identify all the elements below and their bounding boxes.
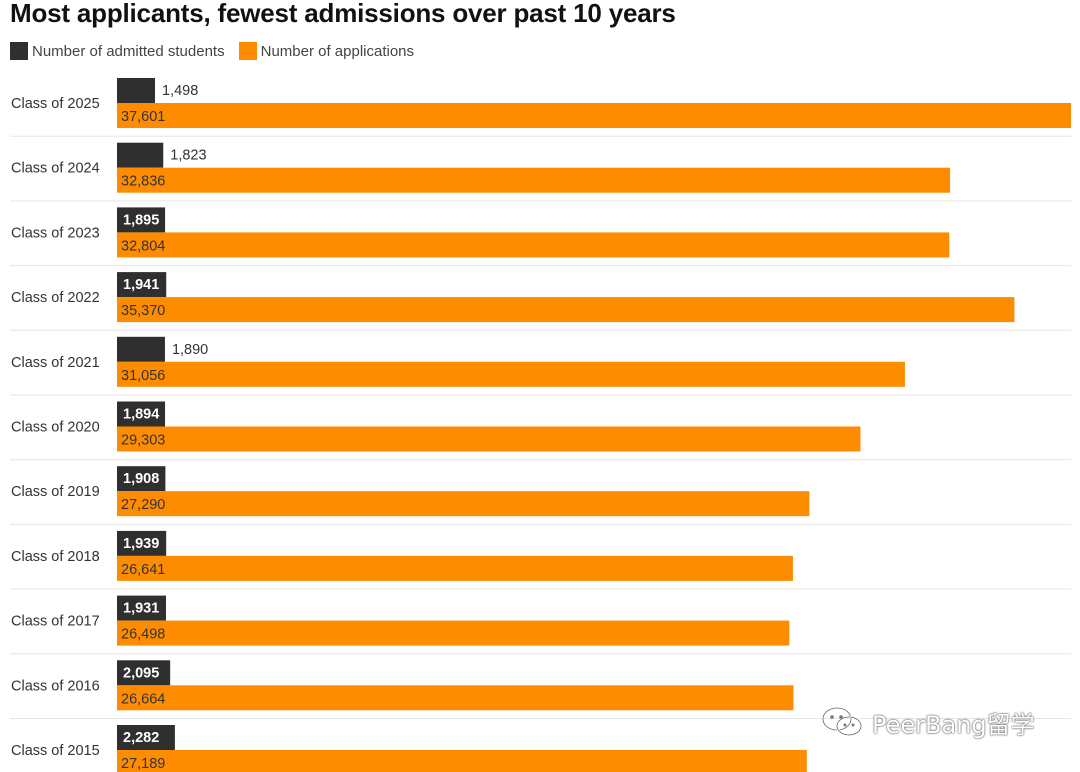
data-label-admitted: 1,939: [123, 536, 159, 552]
data-label-applications: 26,498: [121, 627, 165, 643]
data-label-applications: 27,290: [121, 497, 165, 513]
data-label-admitted: 1,895: [123, 212, 159, 228]
bar-applications: [117, 426, 861, 452]
data-label-admitted: 2,282: [123, 730, 159, 746]
data-label-admitted: 1,931: [123, 601, 159, 617]
bar-admitted: [117, 207, 166, 233]
data-label-applications: 31,056: [121, 368, 165, 384]
data-label-applications: 29,303: [121, 433, 165, 449]
category-label: Class of 2016: [11, 678, 100, 694]
legend-item-admitted: Number of admitted students: [10, 42, 225, 60]
data-label-applications: 27,189: [121, 756, 165, 772]
chart-legend: Number of admitted students Number of ap…: [10, 42, 428, 60]
bar-admitted: [117, 466, 166, 492]
bar-applications: [117, 685, 794, 711]
bar-admitted: [117, 530, 167, 556]
data-label-admitted: 1,908: [123, 471, 159, 487]
category-label: Class of 2019: [11, 484, 100, 500]
data-label-admitted: 1,890: [172, 342, 208, 358]
legend-item-applications: Number of applications: [238, 42, 415, 60]
data-label-admitted: 1,941: [123, 277, 159, 293]
bar-applications: [117, 232, 950, 258]
data-label-applications: 37,601: [121, 109, 165, 125]
bar-applications: [117, 555, 793, 581]
chat-bubbles-icon: [821, 706, 863, 737]
bar-admitted: [117, 142, 164, 168]
data-label-admitted: 1,498: [162, 83, 198, 99]
bar-admitted: [117, 595, 166, 621]
legend-swatch-admitted: [10, 42, 28, 60]
bar-applications: [117, 167, 951, 193]
category-label: Class of 2018: [11, 549, 100, 565]
category-label: Class of 2024: [11, 161, 100, 177]
data-label-admitted: 1,823: [170, 148, 206, 164]
legend-label-applications: Number of applications: [260, 42, 415, 60]
category-label: Class of 2020: [11, 420, 100, 436]
bar-admitted: [117, 272, 167, 298]
category-label: Class of 2025: [11, 96, 100, 112]
bar-admitted: [117, 336, 165, 362]
category-label: Class of 2017: [11, 614, 100, 630]
category-label: Class of 2022: [11, 290, 100, 306]
bar-applications: [117, 620, 790, 646]
data-label-admitted: 1,894: [123, 407, 159, 423]
data-label-applications: 26,641: [121, 562, 165, 578]
bar-applications: [117, 750, 807, 772]
chart-title: Most applicants, fewest admissions over …: [10, 0, 676, 28]
legend-swatch-applications: [238, 42, 257, 60]
category-label: Class of 2023: [11, 225, 100, 241]
bar-admitted: [117, 725, 175, 750]
category-label: Class of 2015: [11, 743, 100, 759]
data-label-applications: 32,836: [121, 174, 165, 190]
watermark: PeerBang留学: [820, 704, 1035, 740]
data-label-applications: 26,664: [121, 691, 165, 707]
data-label-applications: 32,804: [121, 238, 165, 254]
bar-admitted: [117, 78, 156, 103]
data-label-admitted: 2,095: [123, 665, 159, 681]
bar-applications: [117, 103, 1071, 128]
bar-admitted: [117, 660, 171, 686]
data-label-applications: 35,370: [121, 303, 165, 319]
bar-applications: [117, 491, 810, 517]
bar-admitted: [117, 401, 166, 427]
bar-applications: [117, 297, 1015, 323]
bar-applications: [117, 361, 905, 387]
watermark-text: PeerBang留学: [872, 710, 1035, 739]
legend-label-admitted: Number of admitted students: [32, 42, 225, 60]
category-label: Class of 2021: [11, 355, 100, 371]
